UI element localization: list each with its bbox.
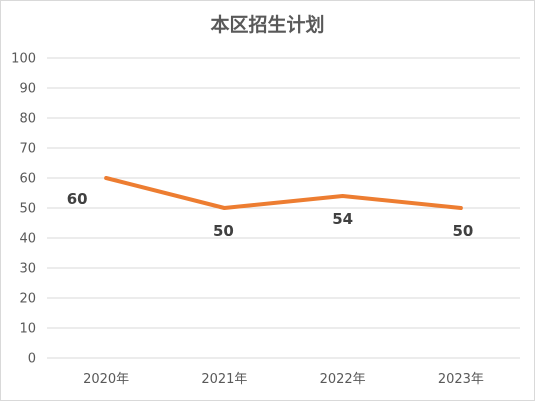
- gridlines: [47, 57, 520, 359]
- data-label: 50: [213, 222, 234, 240]
- data-label: 50: [452, 222, 473, 240]
- data-label: 54: [332, 210, 353, 228]
- y-tick-label: 80: [19, 112, 36, 127]
- y-tick-label: 10: [19, 322, 36, 337]
- chart-title: 本区招生计划: [210, 14, 325, 36]
- data-labels: 60 50 54 50: [67, 190, 474, 240]
- y-tick-label: 60: [19, 172, 36, 187]
- y-tick-label: 20: [19, 292, 36, 307]
- y-axis-ticks: 0 10 20 30 40 50 60 70 80 90 100: [11, 52, 36, 367]
- y-tick-label: 30: [19, 262, 36, 277]
- y-tick-label: 0: [28, 352, 36, 367]
- y-tick-label: 40: [19, 232, 36, 247]
- x-axis-ticks: 2020年 2021年 2022年 2023年: [83, 372, 484, 387]
- y-tick-label: 70: [19, 142, 36, 157]
- x-tick-label: 2022年: [320, 372, 366, 387]
- x-tick-label: 2021年: [201, 372, 247, 387]
- x-tick-label: 2023年: [438, 372, 484, 387]
- data-label: 60: [67, 190, 88, 208]
- series-line: [104, 176, 463, 210]
- y-tick-label: 90: [19, 82, 36, 97]
- y-tick-label: 50: [19, 202, 36, 217]
- x-tick-label: 2020年: [83, 372, 129, 387]
- series-group: [104, 176, 463, 210]
- y-tick-label: 100: [11, 52, 36, 67]
